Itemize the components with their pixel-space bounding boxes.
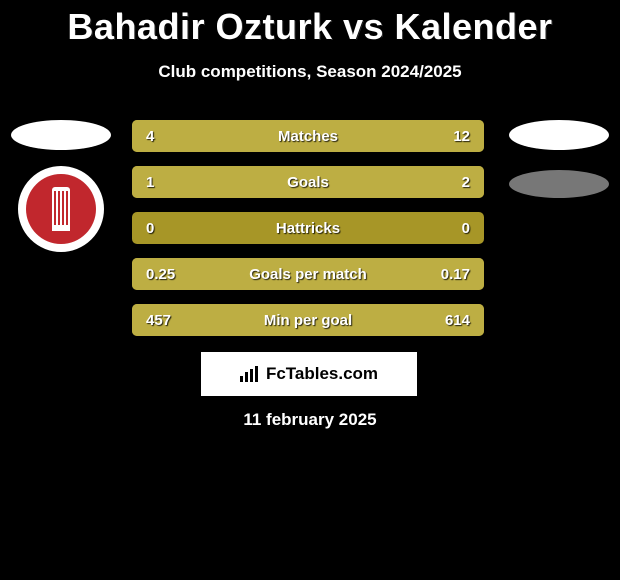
stat-right-value: 0.17 bbox=[441, 266, 470, 283]
player-right-column bbox=[504, 120, 614, 198]
footer-date: 11 february 2025 bbox=[0, 410, 620, 430]
page-title: Bahadir Ozturk vs Kalender bbox=[0, 6, 620, 48]
player-left-column bbox=[6, 120, 116, 252]
stat-row-matches: 412Matches bbox=[132, 120, 484, 152]
stat-left-value: 4 bbox=[146, 128, 154, 145]
page-subtitle: Club competitions, Season 2024/2025 bbox=[0, 62, 620, 82]
stat-left-value: 1 bbox=[146, 174, 154, 191]
stat-left-value: 457 bbox=[146, 312, 171, 329]
stat-row-goals: 12Goals bbox=[132, 166, 484, 198]
club-badge-left bbox=[18, 166, 104, 252]
stat-right-value: 614 bbox=[445, 312, 470, 329]
player-right-placeholder-icon bbox=[509, 120, 609, 150]
site-logo[interactable]: FcTables.com bbox=[201, 352, 417, 396]
stat-right-value: 12 bbox=[453, 128, 470, 145]
stat-right-value: 0 bbox=[462, 220, 470, 237]
club-badge-right-placeholder-icon bbox=[509, 170, 609, 198]
barchart-icon bbox=[240, 366, 260, 382]
stat-row-goals-per-match: 0.250.17Goals per match bbox=[132, 258, 484, 290]
stat-bars: 412Matches12Goals00Hattricks0.250.17Goal… bbox=[132, 120, 484, 350]
club-badge-inner-icon bbox=[26, 174, 96, 244]
tower-icon bbox=[52, 187, 70, 231]
stat-row-min-per-goal: 457614Min per goal bbox=[132, 304, 484, 336]
site-name: FcTables.com bbox=[266, 364, 378, 384]
stat-row-hattricks: 00Hattricks bbox=[132, 212, 484, 244]
player-left-placeholder-icon bbox=[11, 120, 111, 150]
stat-right-value: 2 bbox=[462, 174, 470, 191]
stat-left-value: 0 bbox=[146, 220, 154, 237]
comparison-card: Bahadir Ozturk vs Kalender Club competit… bbox=[0, 0, 620, 580]
stat-left-value: 0.25 bbox=[146, 266, 175, 283]
